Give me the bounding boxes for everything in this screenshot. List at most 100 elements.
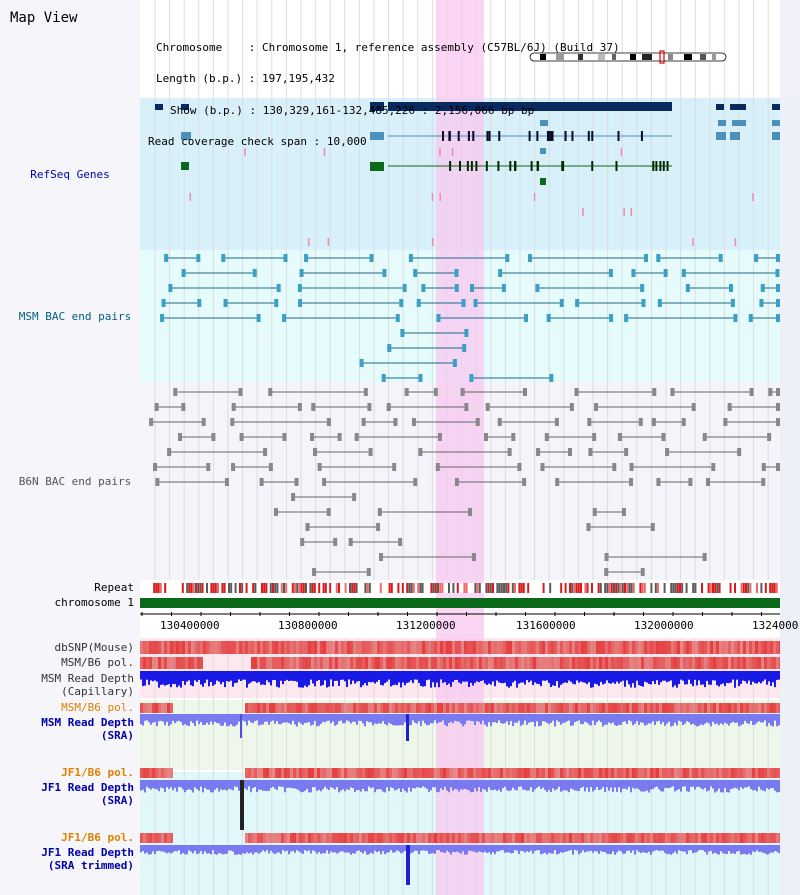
- repeat-block: [430, 583, 433, 593]
- depth-bar: [176, 780, 178, 792]
- depth-bar: [202, 845, 204, 854]
- polymorphism-cell: [530, 768, 533, 778]
- depth-bar: [150, 845, 152, 855]
- polymorphism-cell: [323, 768, 326, 778]
- b6n-bac-label[interactable]: B6N BAC end pairs: [18, 475, 132, 488]
- depth-bar: [742, 780, 744, 789]
- repeat-block: [322, 583, 325, 593]
- bac-end: [727, 403, 732, 411]
- depth-bar: [268, 671, 270, 683]
- polymorphism-cell: [761, 657, 764, 669]
- repeat-block: [164, 583, 167, 593]
- repeat-block: [307, 583, 310, 593]
- bac-end: [256, 314, 261, 322]
- repeat-block: [311, 583, 314, 593]
- polymorphism-cell: [605, 833, 608, 843]
- polymorphism-cell: [704, 641, 707, 654]
- depth-bar: [166, 845, 168, 854]
- depth-bar: [194, 780, 196, 788]
- depth-bar: [486, 714, 488, 727]
- polymorphism-cell: [260, 703, 263, 713]
- polymorphism-cell: [575, 641, 578, 654]
- bac-end: [153, 463, 158, 471]
- polymorphism-cell: [713, 657, 716, 669]
- depth-bar: [600, 780, 602, 790]
- depth-bar: [430, 780, 432, 791]
- depth-bar: [284, 780, 286, 793]
- polymorphism-cell: [761, 641, 764, 654]
- repeat-block: [773, 583, 776, 593]
- polymorphism-cell: [530, 641, 533, 654]
- depth-bar: [664, 671, 666, 681]
- repeat-block: [210, 583, 213, 593]
- polymorphism-cell: [500, 833, 503, 843]
- bac-end: [768, 388, 773, 396]
- repeat-block: [142, 583, 145, 593]
- polymorphism-cell: [164, 657, 167, 669]
- polymorphism-cell: [281, 833, 284, 843]
- depth-bar: [564, 780, 566, 791]
- chromosome-ideogram[interactable]: [529, 50, 727, 64]
- depth-bar: [506, 714, 508, 722]
- depth-bar: [730, 671, 732, 683]
- info-panel: Chromosome : Chromosome 1, reference ass…: [148, 40, 620, 148]
- depth-bar: [494, 780, 496, 790]
- polymorphism-cell: [476, 703, 479, 713]
- repeat-block: [472, 583, 475, 593]
- depth-bar: [356, 845, 358, 852]
- polymorphism-cell: [323, 657, 326, 669]
- polymorphism-cell: [167, 833, 170, 843]
- polymorphism-cell: [335, 641, 338, 654]
- bac-end: [291, 493, 296, 501]
- depth-bar: [472, 845, 474, 852]
- depth-bar: [670, 671, 672, 681]
- depth-bar: [662, 780, 664, 792]
- depth-bar: [250, 845, 252, 853]
- depth-bar: [720, 780, 722, 793]
- depth-bar: [184, 671, 186, 685]
- depth-bar: [492, 714, 494, 723]
- repeat-block: [641, 583, 644, 593]
- polymorphism-cell: [326, 833, 329, 843]
- depth-bar: [324, 671, 326, 681]
- polymorphism-cell: [551, 703, 554, 713]
- depth-bar: [394, 671, 396, 685]
- polymorphism-cell: [164, 833, 167, 843]
- show-value: 130,329,161-132,485,226 : 2,156,066 bp: [262, 103, 515, 117]
- polymorphism-cell: [698, 641, 701, 654]
- refseq-label[interactable]: RefSeq Genes: [30, 168, 110, 181]
- depth-bar: [572, 714, 574, 726]
- polymorphism-cell: [356, 703, 359, 713]
- depth-bar: [358, 780, 360, 791]
- depth-bar: [370, 714, 372, 723]
- polymorphism-cell: [635, 641, 638, 654]
- bac-end: [167, 448, 172, 456]
- depth-bar: [616, 780, 618, 792]
- msm-bac-label[interactable]: MSM BAC end pairs: [18, 310, 132, 323]
- depth-bar: [460, 845, 462, 854]
- depth-bar: [212, 714, 214, 725]
- polymorphism-cell: [707, 833, 710, 843]
- repeat-block: [360, 583, 362, 593]
- bac-end: [164, 254, 169, 262]
- depth-bar: [142, 845, 144, 852]
- polymorphism-cell: [422, 657, 425, 669]
- bac-end: [312, 448, 317, 456]
- depth-bar: [764, 714, 766, 721]
- polymorphism-cell: [638, 703, 641, 713]
- depth-bar: [636, 845, 638, 851]
- depth-bar: [272, 714, 274, 721]
- depth-bar: [336, 671, 338, 681]
- polymorphism-cell: [716, 703, 719, 713]
- polymorphism-cell: [608, 657, 611, 669]
- depth-bar: [604, 780, 606, 793]
- bac-end: [311, 403, 316, 411]
- depth-bar: [474, 714, 476, 726]
- depth-bar: [664, 714, 666, 726]
- depth-bar: [688, 845, 690, 851]
- bac-end: [433, 388, 438, 396]
- depth-bar: [558, 671, 560, 688]
- bac-end: [382, 269, 387, 277]
- bac-end: [348, 538, 353, 546]
